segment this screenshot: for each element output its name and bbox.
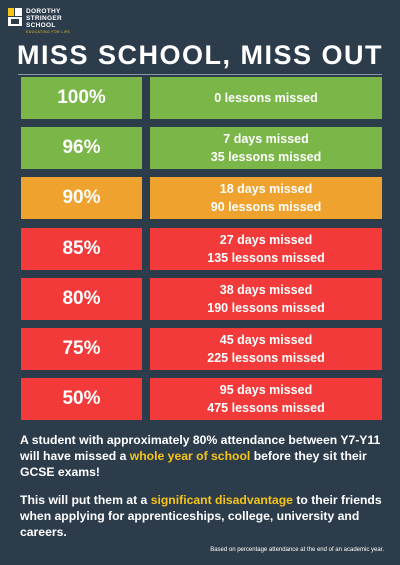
missed-line: 18 days missed [219, 182, 313, 197]
missed-box: 0 lessons missed [150, 77, 382, 119]
school-name-line: DOROTHY [26, 8, 61, 15]
missed-line: 225 lessons missed [207, 351, 325, 365]
missed-line: 135 lessons missed [207, 250, 325, 265]
missed-box: 18 days missed 90 lessons missed [150, 177, 382, 220]
missed-line: 45 days missed [219, 333, 313, 347]
attendance-box: 75% [21, 328, 142, 370]
paragraph: A student with approximately 80% attenda… [20, 432, 385, 480]
logo-icon [8, 8, 22, 26]
attendance-box: 90% [21, 177, 142, 220]
attendance-box: 96% [21, 127, 142, 170]
school-name-line: STRINGER [26, 15, 62, 22]
missed-line: 27 days missed [219, 232, 313, 247]
paragraph: This will put them at a significant disa… [20, 492, 385, 540]
highlight: whole year of school [129, 449, 251, 463]
missed-line: 7 days missed [223, 132, 309, 147]
missed-box: 7 days missed 35 lessons missed [150, 127, 382, 170]
missed-box: 95 days missed 475 lessons missed [150, 378, 382, 421]
school-name: DOROTHY STRINGER SCHOOL [26, 8, 62, 29]
missed-box: 45 days missed 225 lessons missed [150, 328, 382, 370]
attendance-box: 80% [21, 277, 142, 320]
text: to their friends when applying for appre… [20, 493, 382, 539]
missed-box: 27 days missed 135 lessons missed [150, 227, 382, 270]
missed-line: 95 days missed [219, 383, 313, 398]
attendance-box: 85% [21, 227, 142, 270]
attendance-box: 50% [21, 378, 142, 421]
title: MISS SCHOOL, MISS OUT [16, 40, 384, 70]
attendance-box: 100% [21, 77, 142, 119]
missed-line: 38 days missed [219, 282, 313, 297]
highlight: significant disadvantage [150, 493, 293, 507]
missed-line: 475 lessons missed [207, 401, 325, 416]
missed-line: 190 lessons missed [207, 300, 325, 315]
missed-line: 35 lessons missed [210, 150, 322, 165]
school-name-line: SCHOOL [26, 22, 56, 29]
text: This will put them at a [20, 493, 151, 507]
tagline: EDUCATING FOR LIFE [26, 30, 71, 34]
title-rule [18, 74, 382, 75]
missed-box: 38 days missed 190 lessons missed [150, 277, 382, 320]
text: A student with approximately 80% attenda… [20, 433, 381, 463]
missed-line: 90 lessons missed [210, 200, 322, 215]
missed-line: 0 lessons missed [214, 91, 318, 105]
footnote: Based on percentage attendance at the en… [210, 547, 384, 553]
text: before they sit their GCSE exams! [20, 449, 367, 479]
